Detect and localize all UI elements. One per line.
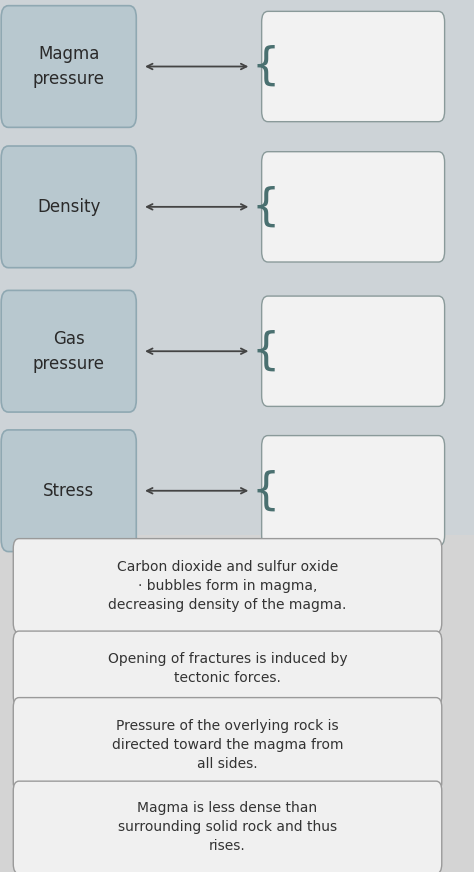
FancyBboxPatch shape [262,436,445,546]
FancyBboxPatch shape [1,6,137,127]
Text: Density: Density [37,198,100,216]
Text: Magma
pressure: Magma pressure [33,45,105,88]
Text: {: { [251,45,280,88]
FancyBboxPatch shape [1,290,137,412]
Text: Stress: Stress [43,481,94,500]
FancyBboxPatch shape [13,539,442,633]
FancyBboxPatch shape [262,296,445,406]
Text: Magma is less dense than
surrounding solid rock and thus
rises.: Magma is less dense than surrounding sol… [118,801,337,854]
Text: {: { [251,469,280,512]
Text: Gas
pressure: Gas pressure [33,330,105,372]
FancyBboxPatch shape [262,152,445,262]
FancyBboxPatch shape [1,430,137,552]
Text: Opening of fractures is induced by
tectonic forces.: Opening of fractures is induced by tecto… [108,652,347,685]
FancyBboxPatch shape [262,11,445,122]
Text: Pressure of the overlying rock is
directed toward the magma from
all sides.: Pressure of the overlying rock is direct… [112,719,343,771]
Text: Carbon dioxide and sulfur oxide
· bubbles form in magma,
decreasing density of t: Carbon dioxide and sulfur oxide · bubble… [109,560,346,611]
FancyBboxPatch shape [0,0,474,535]
Text: {: { [251,330,280,372]
Text: {: { [251,186,280,228]
FancyBboxPatch shape [13,631,442,705]
FancyBboxPatch shape [1,146,137,268]
FancyBboxPatch shape [13,698,442,792]
FancyBboxPatch shape [0,535,474,872]
FancyBboxPatch shape [13,781,442,872]
